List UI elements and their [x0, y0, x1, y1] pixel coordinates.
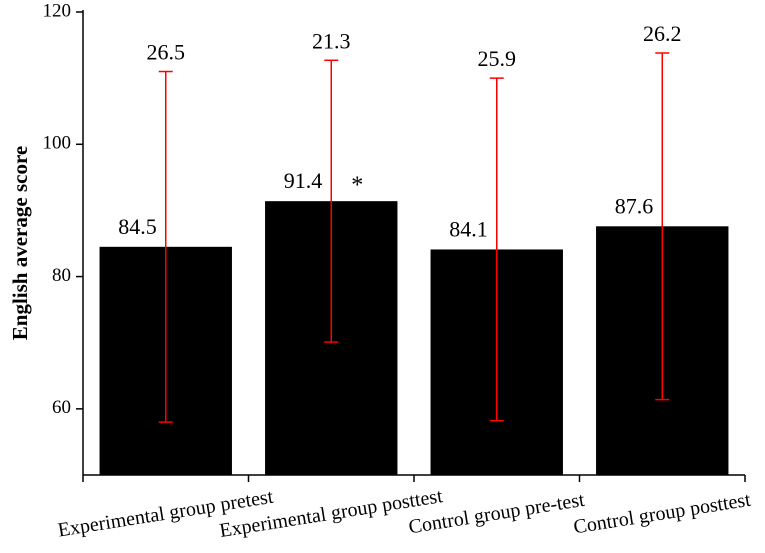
value-label: 84.1: [449, 216, 488, 241]
annotation: *: [351, 173, 363, 199]
error-label: 26.2: [643, 21, 682, 46]
value-label: 91.4: [284, 168, 323, 193]
y-tick-label: 100: [43, 133, 72, 154]
error-bar: [489, 77, 504, 422]
error-bar: [655, 52, 670, 401]
value-label: 87.6: [615, 193, 654, 218]
y-tick-label: 60: [52, 397, 71, 418]
value-label: 84.5: [118, 214, 157, 239]
y-axis-label: English average score: [8, 146, 32, 340]
error-label: 21.3: [312, 28, 351, 53]
error-bar: [324, 59, 339, 343]
error-label: 26.5: [147, 40, 186, 65]
y-tick-label: 120: [43, 0, 72, 21]
y-tick-label: 80: [52, 265, 71, 286]
x-tick-label: Control group posttest: [572, 489, 753, 539]
error-label: 25.9: [478, 46, 517, 71]
error-bar: [158, 70, 173, 423]
